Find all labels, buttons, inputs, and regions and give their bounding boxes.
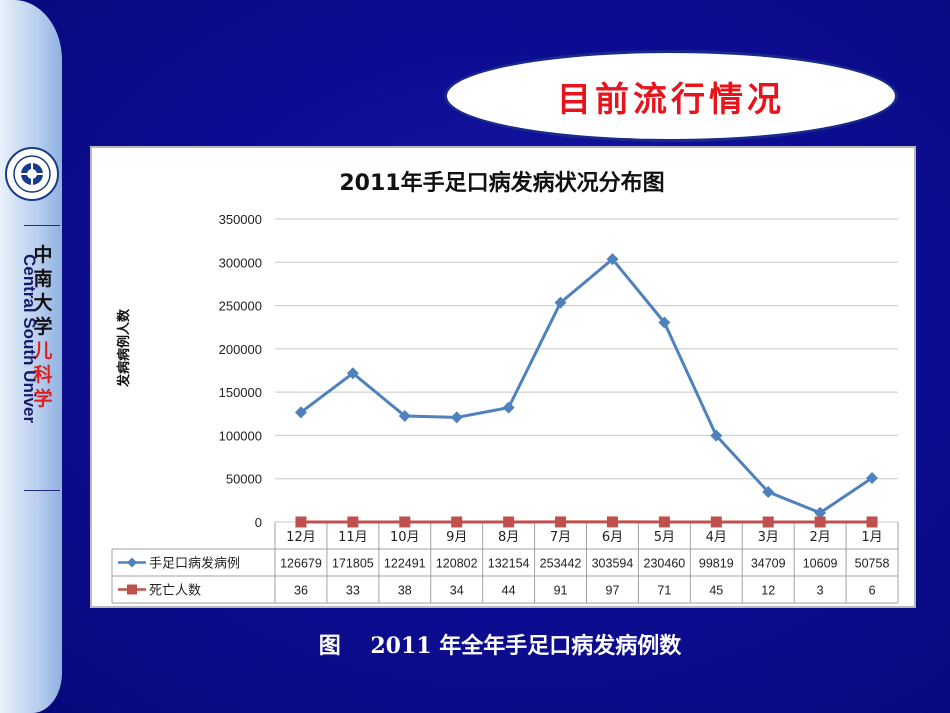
data-table-cell: 132154 (488, 557, 530, 571)
data-point (710, 429, 723, 442)
data-table-cell: 10609 (803, 557, 838, 571)
legend-marker (127, 584, 137, 595)
slide-title: 目前流行情况 (557, 79, 785, 120)
data-point (866, 472, 879, 485)
data-point (450, 411, 463, 424)
legend-entry: 死亡人数 (149, 584, 201, 599)
data-point (502, 401, 515, 414)
data-table-cell: 303594 (592, 557, 634, 571)
legend-entry: 手足口病发病例 (149, 556, 240, 572)
data-point (762, 516, 774, 528)
data-table-cell: 71 (657, 584, 671, 598)
x-tick-label: 8月 (498, 530, 519, 545)
data-table-cell: 34 (450, 584, 464, 598)
x-tick-label: 10月 (390, 530, 420, 545)
x-tick-label: 1月 (861, 530, 882, 545)
data-table-cell: 253442 (540, 557, 582, 571)
data-point (762, 485, 775, 498)
x-tick-label: 3月 (758, 530, 779, 545)
data-point (658, 316, 671, 329)
chart-title: 2011年手足口病发病状况分布图 (339, 170, 664, 196)
x-tick-label: 5月 (654, 530, 675, 545)
y-tick-label: 350000 (219, 212, 262, 227)
series-line (300, 257, 873, 515)
data-point (398, 409, 411, 422)
sidebar-char: 儿 (33, 340, 53, 362)
sidebar-rule-bottom (24, 490, 60, 491)
data-table-cell: 6 (869, 584, 876, 598)
data-table-cell: 50758 (855, 557, 890, 571)
data-table-cell: 38 (398, 584, 412, 598)
sidebar-rule-top (24, 225, 60, 226)
data-table-cell: 126679 (280, 557, 322, 571)
data-table-cell: 45 (709, 584, 723, 598)
data-point (554, 296, 567, 309)
sidebar-char: 中 (33, 244, 53, 266)
sidebar-english-name: Central South University (20, 254, 36, 424)
data-table-cell: 120802 (436, 557, 478, 571)
y-tick-labels: 0 50000 100000 150000 200000 250000 300000 3500… (219, 212, 262, 530)
data-point (503, 516, 515, 528)
data-point (347, 516, 359, 528)
data-point (295, 516, 307, 528)
data-point (346, 367, 359, 380)
y-tick-label: 50000 (226, 472, 262, 487)
data-point (399, 516, 411, 528)
data-point (658, 516, 670, 528)
y-axis-label: 发病病例人数 (116, 308, 132, 388)
data-table-cell: 33 (346, 584, 360, 598)
x-tick-label: 2月 (809, 530, 830, 545)
data-table-cell: 44 (502, 584, 516, 598)
data-table-cell: 122491 (384, 557, 426, 571)
y-tick-label: 0 (255, 515, 262, 530)
data-table-cell: 36 (294, 584, 308, 598)
data-point (606, 253, 619, 266)
data-point (866, 516, 878, 528)
data-point (710, 516, 722, 528)
y-tick-label: 200000 (219, 342, 262, 357)
chart-frame: 2011年手足口病发病状况分布图 发病病例人数 0 50000 100000 1500… (90, 146, 916, 608)
university-logo-icon (5, 147, 59, 201)
sidebar-char: 学 (33, 388, 53, 410)
sidebar-char: 学 (33, 316, 53, 338)
x-tick-label: 11月 (338, 530, 368, 545)
legend-marker (127, 557, 137, 568)
data-point (606, 516, 618, 528)
sidebar-vertical-title: 中 南 大 学 儿 科 学 (32, 243, 54, 411)
sidebar-english-text: Central South University (20, 254, 36, 424)
y-tick-label: 100000 (219, 428, 262, 443)
series-layer (294, 253, 879, 528)
x-tick-label: 6月 (602, 530, 623, 545)
data-table-cell: 99819 (699, 557, 734, 571)
sidebar-char: 大 (33, 292, 53, 314)
y-tick-label: 150000 (219, 385, 262, 400)
figure-caption: 图 2011 年全年手足口病发病例数 (318, 633, 682, 659)
sidebar-char: 科 (33, 364, 53, 386)
x-tick-label: 4月 (706, 530, 727, 545)
slide-title-ellipse: 目前流行情况 (444, 50, 898, 142)
data-table-cell: 171805 (332, 557, 374, 571)
data-point (814, 516, 826, 528)
data-point (451, 516, 463, 528)
data-table-cell: 97 (606, 584, 620, 598)
y-tick-label: 250000 (219, 299, 262, 314)
x-tick-label: 7月 (550, 530, 571, 545)
data-table-cell: 3 (817, 584, 824, 598)
data-point (814, 506, 827, 519)
data-table-cell: 91 (554, 584, 568, 598)
data-table-cell: 230460 (644, 557, 686, 571)
data-table-cell: 12 (761, 584, 775, 598)
data-table-cell: 34709 (751, 557, 786, 571)
x-tick-label: 9月 (446, 530, 467, 545)
chart-svg: 2011年手足口病发病状况分布图 发病病例人数 0 50000 100000 1500… (111, 170, 899, 604)
data-point (294, 406, 307, 419)
data-point (555, 516, 567, 528)
y-tick-label: 300000 (219, 255, 262, 270)
sidebar: 中 南 大 学 儿 科 学 Central South University (0, 0, 62, 713)
gridlines (275, 218, 898, 523)
sidebar-char: 南 (33, 268, 53, 290)
x-tick-label: 12月 (286, 530, 316, 545)
